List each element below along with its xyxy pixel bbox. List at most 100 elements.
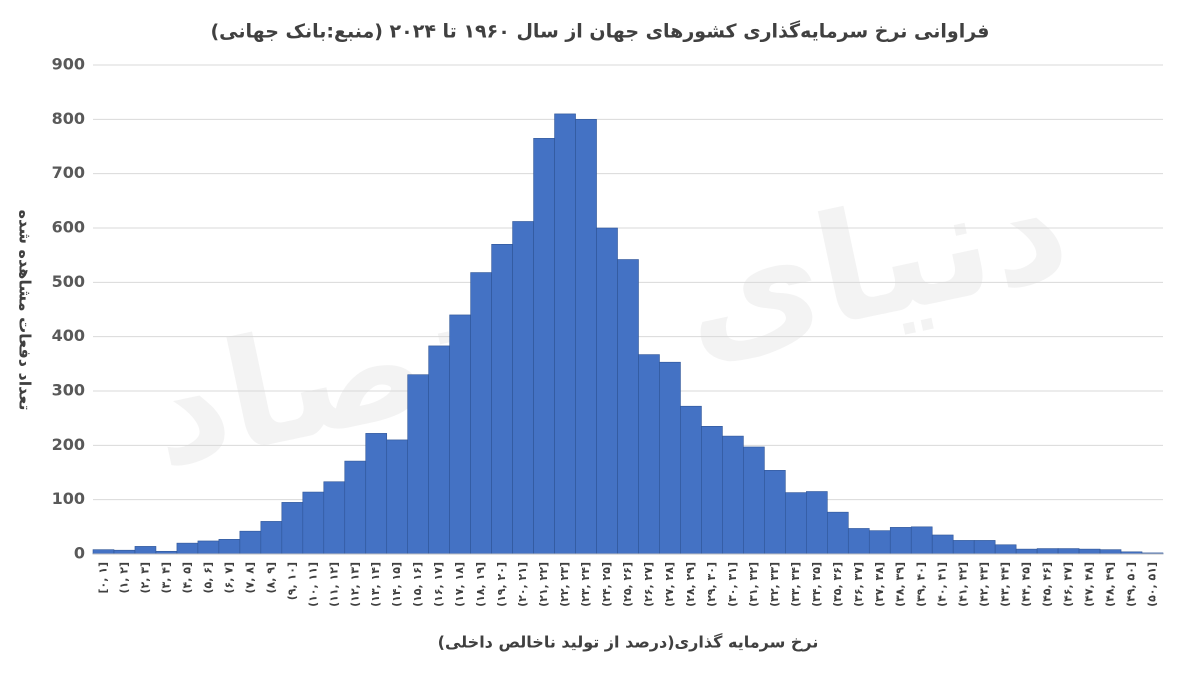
x-tick-label: (۲۹, ۳۰] [705, 562, 718, 607]
y-tick-label: 200 [52, 435, 85, 454]
bar [910, 526, 933, 555]
x-tick-label: (۳۶, ۳۷] [852, 562, 865, 607]
bar [806, 491, 828, 555]
bar [847, 528, 870, 555]
x-tick-label: (۲۱, ۲۲] [537, 562, 550, 607]
x-tick-label: (۲۳, ۲۴] [579, 562, 592, 607]
bar [92, 549, 115, 555]
bar [638, 354, 660, 555]
bar [659, 361, 681, 555]
bar [1099, 549, 1122, 555]
y-tick-label: 0 [74, 544, 85, 563]
x-tick-label: (۳۳, ۳۴] [789, 562, 802, 607]
x-tick-label: (۲۲, ۲۳] [558, 562, 571, 607]
x-tick-label: (۱۳, ۱۴] [369, 562, 382, 607]
x-tick-label: (۱۲, ۱۳] [348, 562, 361, 607]
bar [449, 314, 471, 555]
x-tick-label: (۴۲, ۴۳] [978, 562, 991, 607]
x-tick-label: (۱۹, ۲۰] [495, 562, 508, 607]
bar [785, 492, 807, 555]
x-tick-label: (۲۸, ۲۹] [684, 562, 697, 607]
bar [994, 544, 1017, 555]
bar [470, 272, 492, 555]
x-tick-label: (۳۷, ۳۸] [873, 562, 886, 607]
x-tick-label: (۳۱, ۳۲] [747, 562, 760, 607]
chart-title: فراوانی نرخ سرمایه‌گذاری کشورهای جهان از… [211, 20, 990, 43]
bar [722, 435, 744, 555]
bar [827, 511, 849, 555]
bar [1057, 548, 1080, 555]
bar [134, 546, 157, 555]
bar [743, 446, 765, 555]
bar [575, 119, 597, 555]
bar [491, 244, 513, 555]
bar [1015, 548, 1038, 555]
x-tick-label: (۵, ۶] [201, 562, 214, 594]
bar [512, 221, 534, 555]
x-tick-label: (۱۰, ۱۱] [306, 562, 319, 607]
x-tick-label: (۴۵, ۴۶] [1041, 562, 1054, 607]
y-tick-label: 700 [52, 163, 85, 182]
y-tick-label: 900 [52, 55, 85, 74]
bar [302, 491, 325, 555]
x-tick-label: (۴۶, ۴۷] [1062, 562, 1075, 607]
x-tick-label: (۴۷, ۴۸] [1083, 562, 1096, 607]
bar [1036, 548, 1059, 555]
x-tick-label: (۳۹, ۴۰] [915, 562, 928, 607]
bar [197, 540, 220, 555]
y-tick-label: 600 [52, 218, 85, 237]
bar [952, 540, 975, 555]
bar [533, 138, 555, 555]
x-tick-label: (۲۷, ۲۸] [663, 562, 676, 607]
x-tick-label: (۷, ۸] [243, 562, 256, 594]
x-tick-label: (۱۸, ۱۹] [474, 562, 487, 607]
bar [260, 521, 283, 555]
y-tick-label: 300 [52, 381, 85, 400]
bar [554, 113, 576, 555]
x-tick-label: (۴۱, ۴۲] [957, 562, 970, 607]
x-tick-label: (۴۸, ۴۹] [1104, 562, 1117, 607]
x-tick-label: (۲۰, ۲۱] [516, 562, 529, 607]
bar [931, 534, 954, 555]
x-tick-label: (۱۷, ۱۸] [453, 562, 466, 607]
x-tick-label: (۴۳, ۴۴] [999, 562, 1012, 607]
x-tick-label: (۴۹, ۵۰] [1125, 562, 1138, 607]
bar [764, 470, 786, 555]
bar [596, 227, 618, 555]
bar [701, 426, 723, 555]
x-tick-label: (۵۰, ۵۱] [1146, 562, 1159, 607]
bar [973, 540, 996, 555]
x-tick-label: (۴۴, ۴۵] [1020, 562, 1033, 607]
x-tick-label: [۰, ۱] [96, 562, 109, 594]
bar [218, 539, 241, 555]
bar [428, 345, 450, 555]
x-tick-label: (۱۱, ۱۲] [327, 562, 340, 607]
x-tick-label: (۲۵, ۲۶] [621, 562, 634, 607]
bar [1078, 548, 1101, 555]
y-tick-label: 500 [52, 272, 85, 291]
x-tick-label: (۱۵, ۱۶] [411, 562, 424, 607]
y-axis-label: تعداد دفعات مشاهده شده [16, 210, 35, 411]
bar [323, 481, 346, 555]
bar [889, 527, 912, 555]
bar [113, 549, 136, 555]
bar [407, 374, 429, 555]
y-tick-label: 400 [52, 326, 85, 345]
x-tick-label: (۱۶, ۱۷] [432, 562, 445, 607]
y-tick-label: 800 [52, 109, 85, 128]
bar [386, 439, 409, 555]
x-tick-label: (۲۴, ۲۵] [600, 562, 613, 607]
bar [365, 433, 388, 555]
x-tick-label: (۳۰, ۳۱] [726, 562, 739, 607]
x-tick-label: (۶, ۷] [222, 562, 235, 594]
x-axis-label: نرخ سرمایه گذاری(درصد از تولید ناخالص دا… [438, 633, 819, 652]
bar [239, 530, 262, 555]
x-tick-label: (۳, ۴] [159, 562, 172, 594]
x-tick-label: (۴, ۵] [180, 562, 193, 594]
x-tick-label: (۹, ۱۰] [285, 562, 298, 600]
x-tick-label: (۲, ۳] [138, 562, 151, 594]
x-tick-label: (۱۴, ۱۵] [390, 562, 403, 607]
x-tick-label: (۸, ۹] [264, 562, 277, 594]
bar [344, 460, 367, 555]
